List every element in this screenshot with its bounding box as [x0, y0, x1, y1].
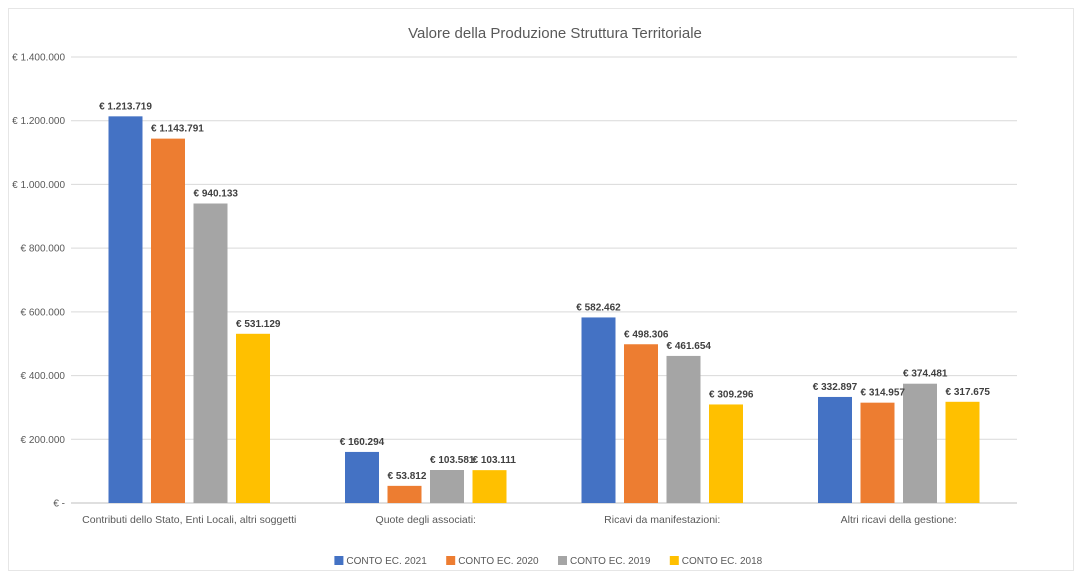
y-tick-label: € 400.000	[21, 371, 66, 382]
bar	[945, 401, 980, 503]
data-label: € 498.306	[624, 329, 669, 340]
data-label: € 940.133	[194, 189, 239, 200]
bar	[581, 317, 616, 503]
y-tick-label: € 1.000.000	[12, 180, 65, 191]
y-tick-label: € 1.400.000	[12, 53, 65, 64]
bar	[666, 355, 701, 503]
legend-label: CONTO EC. 2020	[458, 556, 539, 567]
data-label: € 332.897	[813, 382, 858, 393]
data-label: € 374.481	[903, 369, 948, 380]
bar	[193, 203, 228, 503]
data-label: € 309.296	[709, 389, 754, 400]
bars	[108, 116, 980, 504]
data-label: € 160.294	[340, 437, 385, 448]
chart-frame: Valore della Produzione Struttura Territ…	[8, 8, 1074, 571]
data-label: € 53.812	[388, 471, 427, 482]
bar	[387, 485, 422, 503]
y-tick-label: € -	[53, 499, 65, 510]
bar	[709, 404, 743, 503]
data-label: € 582.462	[576, 302, 621, 313]
data-label: € 103.581	[430, 455, 475, 466]
data-label: € 1.143.791	[151, 124, 204, 135]
y-tick-label: € 800.000	[21, 244, 66, 255]
data-label: € 1.213.719	[99, 101, 152, 112]
data-label: € 317.675	[946, 387, 991, 398]
legend-swatch	[334, 556, 344, 565]
bar	[624, 344, 658, 503]
y-axis-ticks: € - € 200.000 € 400.000 € 600.000 € 800.000 €…	[12, 53, 65, 510]
category-label: Contributi dello Stato, Enti Locali, alt…	[82, 514, 296, 526]
y-tick-label: € 200.000	[21, 435, 66, 446]
legend-label: CONTO EC. 2021	[346, 556, 427, 567]
data-label: € 103.111	[473, 455, 517, 466]
legend-swatch	[446, 556, 456, 565]
bar	[108, 116, 143, 503]
legend-label: CONTO EC. 2019	[570, 556, 651, 567]
data-label: € 314.957	[861, 388, 906, 399]
data-label: € 531.129	[236, 319, 281, 330]
y-tick-label: € 600.000	[21, 307, 66, 318]
bar-chart: Valore della Produzione Struttura Territ…	[12, 25, 1017, 567]
bar	[151, 138, 185, 504]
chart-title: Valore della Produzione Struttura Territ…	[408, 25, 702, 42]
legend-label: CONTO EC. 2018	[682, 556, 763, 567]
gridlines	[71, 56, 1017, 504]
bar	[430, 470, 464, 503]
x-axis-categories: Contributi dello Stato, Enti Locali, alt…	[82, 514, 957, 526]
bar	[818, 396, 852, 503]
data-label: € 461.654	[667, 341, 712, 352]
data-labels: € 1.213.719 € 1.143.791 € 940.133 € 531.129…	[99, 101, 990, 482]
category-label: Altri ricavi della gestione:	[841, 514, 957, 526]
bar	[472, 470, 507, 503]
bar	[903, 383, 937, 503]
legend: CONTO EC. 2021 CONTO EC. 2020 CONTO EC. 20…	[334, 556, 763, 567]
category-label: Quote degli associati:	[376, 514, 476, 526]
bar	[236, 333, 270, 503]
category-label: Ricavi da manifestazioni:	[604, 514, 720, 526]
legend-swatch	[669, 556, 679, 565]
y-tick-label: € 1.200.000	[12, 116, 65, 127]
bar	[345, 451, 379, 503]
legend-swatch	[558, 556, 567, 565]
bar	[860, 402, 895, 503]
